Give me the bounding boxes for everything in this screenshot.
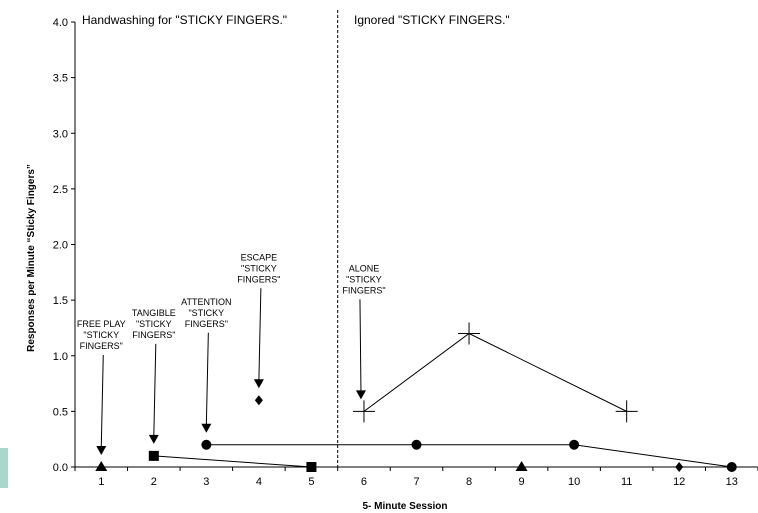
y-tick-label: 0.5 bbox=[53, 406, 68, 418]
marker-circle bbox=[201, 439, 212, 450]
annotation-text: ATTENTION bbox=[181, 297, 231, 307]
annotation-text: "STICKY bbox=[136, 319, 172, 329]
arrow-head bbox=[96, 446, 107, 455]
marker-circle bbox=[411, 439, 422, 450]
x-tick-label: 3 bbox=[203, 476, 209, 488]
arrow-head bbox=[201, 423, 212, 433]
marker-circle bbox=[726, 462, 737, 472]
axes: 0.00.51.01.52.02.53.03.54.01 2 3 4 5 6 7 8 9 10 11… bbox=[53, 17, 758, 488]
annotation-text: FINGERS" bbox=[237, 274, 280, 284]
x-tick-label: 1 bbox=[98, 476, 104, 488]
series-line-plus bbox=[363, 332, 627, 412]
y-tick-label: 4.0 bbox=[53, 17, 68, 29]
x-tick-label: 12 bbox=[673, 476, 685, 488]
arrow-head bbox=[355, 390, 366, 400]
x-tick-label: 5 bbox=[308, 476, 314, 488]
series-line-square bbox=[153, 455, 312, 468]
annotation-text: "STICKY bbox=[188, 308, 224, 318]
annotation-text: "STICKY bbox=[346, 274, 382, 284]
arrow-shaft bbox=[359, 299, 362, 392]
marker-circle bbox=[569, 439, 580, 450]
arrow-head bbox=[148, 434, 159, 444]
annotation-text: "STICKY bbox=[241, 263, 277, 273]
annotations: FREE PLAY"STICKYFINGERS"TANGIBLE"STICKYF… bbox=[77, 252, 386, 455]
phase-label-handwashing: Handwashing for "STICKY FINGERS." bbox=[82, 13, 287, 27]
marker-triangle bbox=[515, 461, 528, 471]
x-axis-title: 5- Minute Session bbox=[362, 501, 447, 512]
marker-plus bbox=[458, 322, 481, 345]
annotation-text: ALONE bbox=[349, 263, 380, 273]
annotation-text: FINGERS" bbox=[132, 330, 175, 340]
marker-diamond bbox=[254, 395, 263, 406]
y-tick-label: 1.5 bbox=[53, 295, 68, 307]
y-tick-label: 0.0 bbox=[53, 462, 68, 474]
marker-square bbox=[148, 450, 159, 461]
phase-change-area: Handwashing for "STICKY FINGERS." Ignore… bbox=[82, 10, 510, 467]
arrow-shaft bbox=[258, 288, 262, 381]
marker-plus bbox=[615, 400, 638, 423]
y-tick-label: 3.5 bbox=[53, 73, 68, 85]
marker-plus bbox=[352, 400, 375, 423]
annotation-text: FINGERS" bbox=[185, 319, 228, 329]
annotation-text: FREE PLAY bbox=[77, 319, 126, 329]
x-tick-label: 7 bbox=[413, 476, 419, 488]
y-tick-label: 2.5 bbox=[53, 184, 68, 196]
x-tick-label: 8 bbox=[466, 476, 472, 488]
arrow-shaft bbox=[153, 343, 157, 436]
y-axis-title: Responses per Minute “Sticky Fingers” bbox=[26, 164, 37, 352]
arrow-shaft bbox=[205, 332, 209, 425]
annotation-text: "STICKY bbox=[83, 330, 119, 340]
arrow-head bbox=[253, 379, 264, 389]
y-tick-label: 3.0 bbox=[53, 128, 68, 140]
x-tick-label: 11 bbox=[621, 476, 632, 488]
y-tick-label: 1.0 bbox=[53, 351, 68, 363]
marker-square bbox=[306, 462, 317, 472]
annotation-text: FINGERS" bbox=[80, 341, 123, 351]
x-tick-label: 9 bbox=[519, 476, 525, 488]
phase-label-ignored: Ignored "STICKY FINGERS." bbox=[354, 13, 510, 27]
x-tick-label: 2 bbox=[151, 476, 157, 488]
series-line-circle bbox=[206, 444, 732, 468]
marker-triangle bbox=[95, 461, 108, 471]
annotation-text: TANGIBLE bbox=[132, 308, 176, 318]
x-tick-label: 10 bbox=[568, 476, 580, 488]
decorative-edge-block bbox=[0, 448, 8, 488]
x-tick-label: 6 bbox=[361, 476, 367, 488]
data-series bbox=[95, 322, 737, 472]
annotation-text: ESCAPE bbox=[241, 252, 278, 262]
x-tick-label: 4 bbox=[256, 476, 262, 488]
arrow-shaft bbox=[100, 354, 104, 448]
y-tick-label: 2.0 bbox=[53, 240, 68, 252]
marker-diamond bbox=[675, 462, 684, 472]
annotation-text: FINGERS" bbox=[342, 285, 385, 295]
x-tick-label: 13 bbox=[726, 476, 738, 488]
